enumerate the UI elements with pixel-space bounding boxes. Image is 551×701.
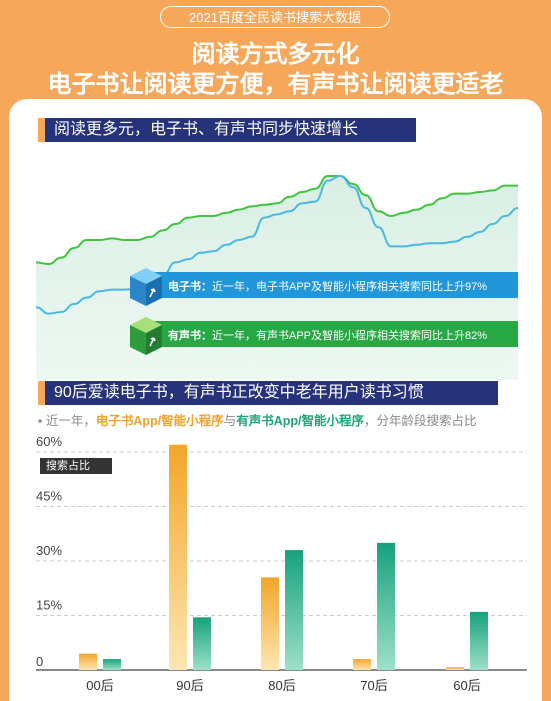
y-tick-label: 30%	[36, 543, 62, 558]
bar-80后-0	[261, 577, 279, 670]
page-subtitle: 电子书让阅读更方便，有声书让阅读更适老	[47, 71, 504, 98]
y-tick-label: 15%	[36, 598, 62, 613]
callout-label: 有声书：	[168, 328, 212, 342]
y-tick-label: 0	[36, 654, 43, 669]
bar-90后-1	[193, 617, 211, 670]
bar-00后-1	[103, 659, 121, 670]
page-title: 阅读方式多元化	[191, 41, 360, 68]
y-tick-label: 60%	[36, 434, 62, 449]
bar-70后-0	[353, 659, 371, 670]
legend-tag: 搜索占比	[40, 458, 112, 474]
x-tick-label: 80后	[268, 678, 295, 693]
bar-80后-1	[285, 550, 303, 670]
bar-60后-1	[470, 611, 488, 670]
x-tick-label: 70后	[360, 678, 387, 693]
callout-label: 电子书：	[168, 279, 212, 293]
growth-cube-icon	[130, 268, 162, 306]
x-tick-label: 90后	[176, 678, 203, 693]
chart-subtitle: ▪ 近一年，电子书App/智能小程序与有声书App/智能小程序，分年龄段搜索占比	[38, 410, 477, 429]
sub-suffix: ，分年龄段搜索占比	[363, 414, 477, 428]
svg-text:电子书：近一年，电子书APP及智能小程序相关搜索同比上升97: 电子书：近一年，电子书APP及智能小程序相关搜索同比上升97%	[168, 279, 487, 293]
svg-text:有声书：近一年，有声书APP及智能小程序相关搜索同比上升82: 有声书：近一年，有声书APP及智能小程序相关搜索同比上升82%	[168, 328, 487, 342]
section1-heading: 阅读更多元，电子书、有声书同步快速增长	[38, 118, 416, 142]
callout-0: 电子书：近一年，电子书APP及智能小程序相关搜索同比上升97%	[130, 268, 518, 306]
bar-00后-0	[79, 653, 97, 670]
trend-line-1	[35, 174, 519, 315]
bar-70后-1	[377, 542, 395, 670]
bar-90后-0	[169, 444, 187, 670]
report-pill: 2021百度全民读书搜索大数据	[160, 6, 390, 28]
arrow-up-icon	[149, 337, 156, 347]
y-tick-label: 45%	[36, 489, 62, 504]
trend-line-0	[35, 174, 518, 266]
bar-60后-0	[446, 667, 464, 670]
callout-1: 有声书：近一年，有声书APP及智能小程序相关搜索同比上升82%	[130, 317, 518, 355]
trend-line-chart: 电子书：近一年，电子书APP及智能小程序相关搜索同比上升97% 有声书：近一年，有…	[35, 174, 519, 380]
sub-audiobook: 有声书App/智能小程序	[236, 414, 364, 428]
growth-cube-icon	[130, 317, 162, 355]
x-tick-label: 00后	[86, 678, 113, 693]
sub-mid: 与	[223, 414, 237, 428]
sub-prefix: ▪ 近一年，	[38, 414, 96, 428]
section2-heading: 90后爱读电子书，有声书正改变中老年用户读书习惯	[38, 381, 498, 405]
x-tick-label: 60后	[453, 678, 480, 693]
callout-text: 近一年，电子书APP及智能小程序相关搜索同比上升97%	[212, 279, 487, 293]
callout-text: 近一年，有声书APP及智能小程序相关搜索同比上升82%	[212, 328, 487, 342]
sub-ebook: 电子书App/智能小程序	[95, 414, 224, 428]
arrow-up-icon	[149, 288, 156, 298]
